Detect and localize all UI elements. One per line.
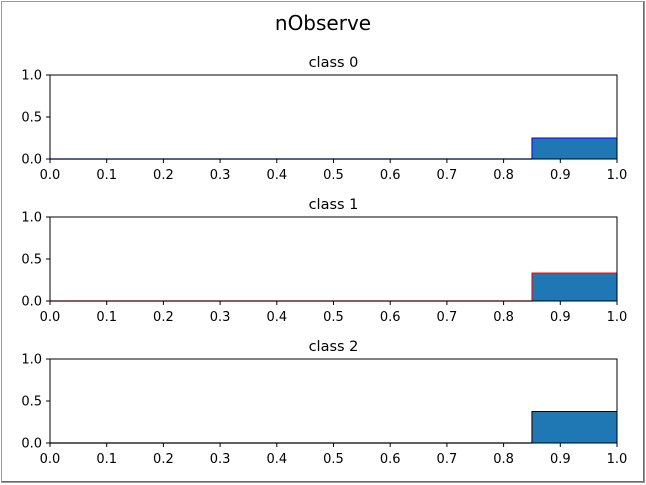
x-tick-label: 0.4: [266, 452, 287, 467]
x-tick-label: 0.8: [493, 168, 514, 183]
x-tick-label: 0.2: [153, 310, 174, 325]
x-tick-label: 1.0: [607, 310, 628, 325]
x-tick-label: 0.5: [323, 168, 344, 183]
figure-title: nObserve: [275, 11, 371, 35]
x-tick-label: 0.0: [40, 168, 61, 183]
x-tick-label: 0.3: [210, 310, 231, 325]
x-tick-label: 0.1: [96, 168, 117, 183]
x-tick-label: 0.0: [40, 310, 61, 325]
axes-title: class 0: [309, 55, 359, 71]
histogram-bar: [531, 272, 618, 302]
x-tick-label: 0.8: [493, 452, 514, 467]
x-tick-label: 0.6: [380, 452, 401, 467]
x-tick-label: 0.7: [437, 310, 458, 325]
axes-title: class 1: [309, 197, 359, 213]
x-tick-label: 0.3: [210, 452, 231, 467]
x-tick-label: 0.2: [153, 452, 174, 467]
y-tick-label: 0.0: [21, 437, 42, 452]
y-tick-label: 1.0: [21, 69, 42, 84]
x-tick-label: 0.3: [210, 168, 231, 183]
y-tick-label: 0.5: [21, 111, 42, 126]
histogram-bar: [531, 411, 618, 444]
x-tick-label: 0.8: [493, 310, 514, 325]
x-tick-label: 0.4: [266, 168, 287, 183]
y-tick-label: 0.5: [21, 395, 42, 410]
x-tick-label: 1.0: [607, 452, 628, 467]
subplot-1: class 1 0.0 0.1 0.2 0.3 0.4 0.5 0.6 0.7 0.8 0.9 1.0…: [21, 197, 627, 325]
y-tick-label: 0.0: [21, 153, 42, 168]
y-tick-label: 1.0: [21, 211, 42, 226]
x-tick-label: 0.5: [323, 452, 344, 467]
x-tick-label: 0.6: [380, 310, 401, 325]
x-tick-label: 0.9: [550, 310, 571, 325]
y-tick-label: 1.0: [21, 353, 42, 368]
subplot-2: class 2 0.0 0.1 0.2 0.3 0.4 0.5 0.6 0.7 0.8 0.9 1.0…: [21, 339, 627, 467]
x-tick-label: 0.9: [550, 168, 571, 183]
x-tick-label: 1.0: [607, 168, 628, 183]
x-tick-label: 0.7: [437, 168, 458, 183]
x-tick-label: 0.0: [40, 452, 61, 467]
y-tick-label: 0.0: [21, 295, 42, 310]
x-tick-label: 0.9: [550, 452, 571, 467]
x-tick-label: 0.6: [380, 168, 401, 183]
subplots: class 0 0.0 0.1 0.2 0.3 0.4 0.5 0.6 0.7 0.8 0.9 1.0…: [21, 55, 627, 467]
x-tick-label: 0.7: [437, 452, 458, 467]
x-tick-label: 0.1: [96, 452, 117, 467]
subplot-0: class 0 0.0 0.1 0.2 0.3 0.4 0.5 0.6 0.7 0.8 0.9 1.0…: [21, 55, 627, 183]
axes-title: class 2: [309, 339, 359, 355]
x-tick-label: 0.4: [266, 310, 287, 325]
x-tick-label: 0.1: [96, 310, 117, 325]
histogram-bar: [531, 137, 618, 160]
x-tick-label: 0.5: [323, 310, 344, 325]
y-tick-label: 0.5: [21, 253, 42, 268]
x-tick-label: 0.2: [153, 168, 174, 183]
